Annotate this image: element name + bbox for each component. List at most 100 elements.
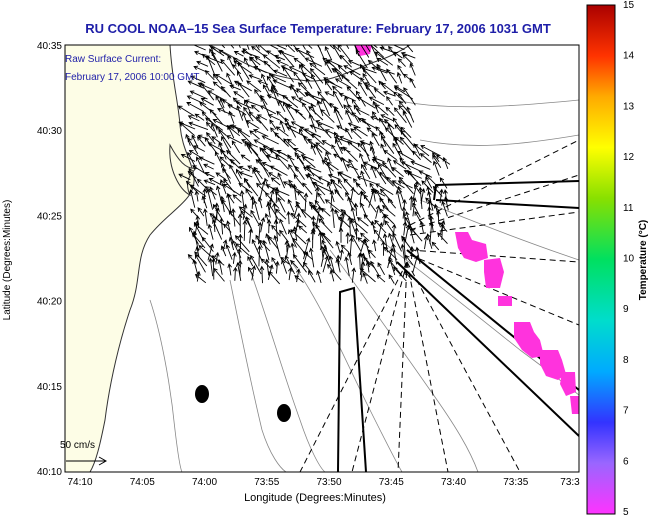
current-vector-arrow <box>309 62 326 76</box>
current-vector-arrow <box>256 114 268 121</box>
current-vector-arrow <box>194 190 200 202</box>
current-vector-arrow <box>368 45 385 58</box>
x-tick-label: 73:45 <box>379 477 404 488</box>
current-vector-arrow <box>274 132 290 147</box>
current-vector-arrow <box>243 99 252 115</box>
current-vector-arrow <box>441 200 448 217</box>
current-vector-arrow <box>439 188 444 204</box>
current-vector-arrow <box>200 82 215 101</box>
current-vector-arrow <box>306 165 315 177</box>
current-vector-arrow <box>324 91 335 97</box>
current-vector-arrow <box>360 232 370 242</box>
current-vector-arrow <box>331 178 341 197</box>
current-vector-arrow <box>271 256 278 268</box>
current-vector-arrow <box>290 83 299 98</box>
current-vector-arrow <box>220 58 236 76</box>
current-vector-arrow <box>270 86 280 107</box>
current-vector-arrow <box>259 105 277 115</box>
current-vector-arrow <box>345 192 358 210</box>
current-vector-arrow <box>188 167 199 187</box>
current-vector-arrow <box>204 70 215 81</box>
current-vector-arrow <box>393 107 407 124</box>
current-vector-arrow <box>200 97 214 106</box>
current-vector-arrow <box>246 45 250 50</box>
current-vector-arrow <box>272 79 290 88</box>
current-vector-arrow <box>227 263 232 276</box>
current-vector-arrow <box>238 206 253 218</box>
current-vector-arrow <box>321 207 331 217</box>
current-vector-arrow <box>397 185 405 203</box>
current-vector-arrow <box>273 219 279 242</box>
current-vector-arrow <box>294 275 304 283</box>
current-vector-arrow <box>241 50 261 59</box>
current-vector-arrow <box>215 185 223 205</box>
current-vector-arrow <box>303 135 313 145</box>
y-tick-label: 40:30 <box>37 126 62 137</box>
current-vector-arrow <box>238 182 253 194</box>
current-vector-arrow <box>235 168 242 180</box>
current-vector-arrow <box>292 183 297 201</box>
current-vector-arrow <box>436 209 441 225</box>
current-vector-arrow <box>222 239 228 252</box>
current-vector-arrow <box>363 161 375 168</box>
current-vector-arrow <box>311 215 316 235</box>
current-vector-arrow <box>357 118 378 130</box>
current-vector-arrow <box>386 68 398 84</box>
current-vector-arrow <box>293 174 304 187</box>
current-vector-arrow <box>355 108 370 116</box>
current-vector-arrow <box>402 54 414 65</box>
current-vector-arrow <box>268 172 280 180</box>
current-vector-arrow <box>304 92 323 104</box>
current-vector-arrow <box>228 210 241 227</box>
current-vector-arrow <box>429 221 434 244</box>
x-tick-label: 73:50 <box>316 477 341 488</box>
current-vector-arrow <box>398 105 407 114</box>
current-vector-arrow <box>340 244 350 253</box>
current-vector-arrow <box>382 233 388 253</box>
current-vector-arrow <box>232 194 242 203</box>
sst-patches <box>355 45 579 414</box>
current-vector-arrow <box>347 59 360 66</box>
current-vector-arrow <box>344 256 350 277</box>
current-vector-arrow <box>294 108 307 120</box>
current-vector-arrow <box>438 222 448 232</box>
current-vector-arrow <box>194 113 205 121</box>
current-vector-arrow <box>233 266 238 281</box>
current-vector-arrow <box>194 253 206 273</box>
current-vector-arrow <box>233 60 252 74</box>
current-vector-arrow <box>317 176 333 185</box>
current-vector-arrow <box>409 245 415 260</box>
current-vector-arrow <box>443 189 448 203</box>
current-vector-arrow <box>334 189 344 201</box>
current-vector-arrow <box>373 88 385 98</box>
current-vector-arrow <box>419 220 425 233</box>
current-vector-arrow <box>329 45 335 50</box>
current-vector-arrow <box>395 189 402 210</box>
current-vector-arrow <box>226 149 241 165</box>
current-vector-arrow <box>382 90 396 97</box>
y-tick-label: 40:15 <box>37 382 62 393</box>
current-vector-arrow <box>388 45 397 57</box>
current-vector-arrow <box>269 119 277 130</box>
y-axis-ticks: 40:35 40:30 40:25 40:20 40:15 40:10 <box>37 41 62 478</box>
current-vector-arrow <box>351 267 357 283</box>
current-vector-arrow <box>331 68 350 82</box>
current-vector-arrow <box>250 209 260 225</box>
current-vector-arrow <box>391 180 405 189</box>
current-vector-arrow <box>228 110 235 124</box>
current-vector-arrow <box>253 166 263 180</box>
plot-area: Raw Surface Current: February 17, 2006 1… <box>60 44 580 473</box>
overlay-current-label: Raw Surface Current: <box>65 54 161 65</box>
current-vector-arrow <box>278 99 286 113</box>
y-tick-label: 40:25 <box>37 211 62 222</box>
colorbar-ticks: 15 14 13 12 11 10 9 8 7 6 5 <box>623 0 635 518</box>
current-vector-arrow <box>252 129 269 137</box>
current-vector-arrow <box>365 45 371 53</box>
current-vector-arrow <box>249 56 261 73</box>
current-vector-arrow <box>231 125 251 138</box>
current-vector-arrow <box>335 240 341 252</box>
current-vector-arrow <box>320 244 328 267</box>
current-vector-arrow <box>197 207 205 217</box>
current-vector-arrow <box>225 135 243 145</box>
current-vector-arrow <box>229 158 240 169</box>
